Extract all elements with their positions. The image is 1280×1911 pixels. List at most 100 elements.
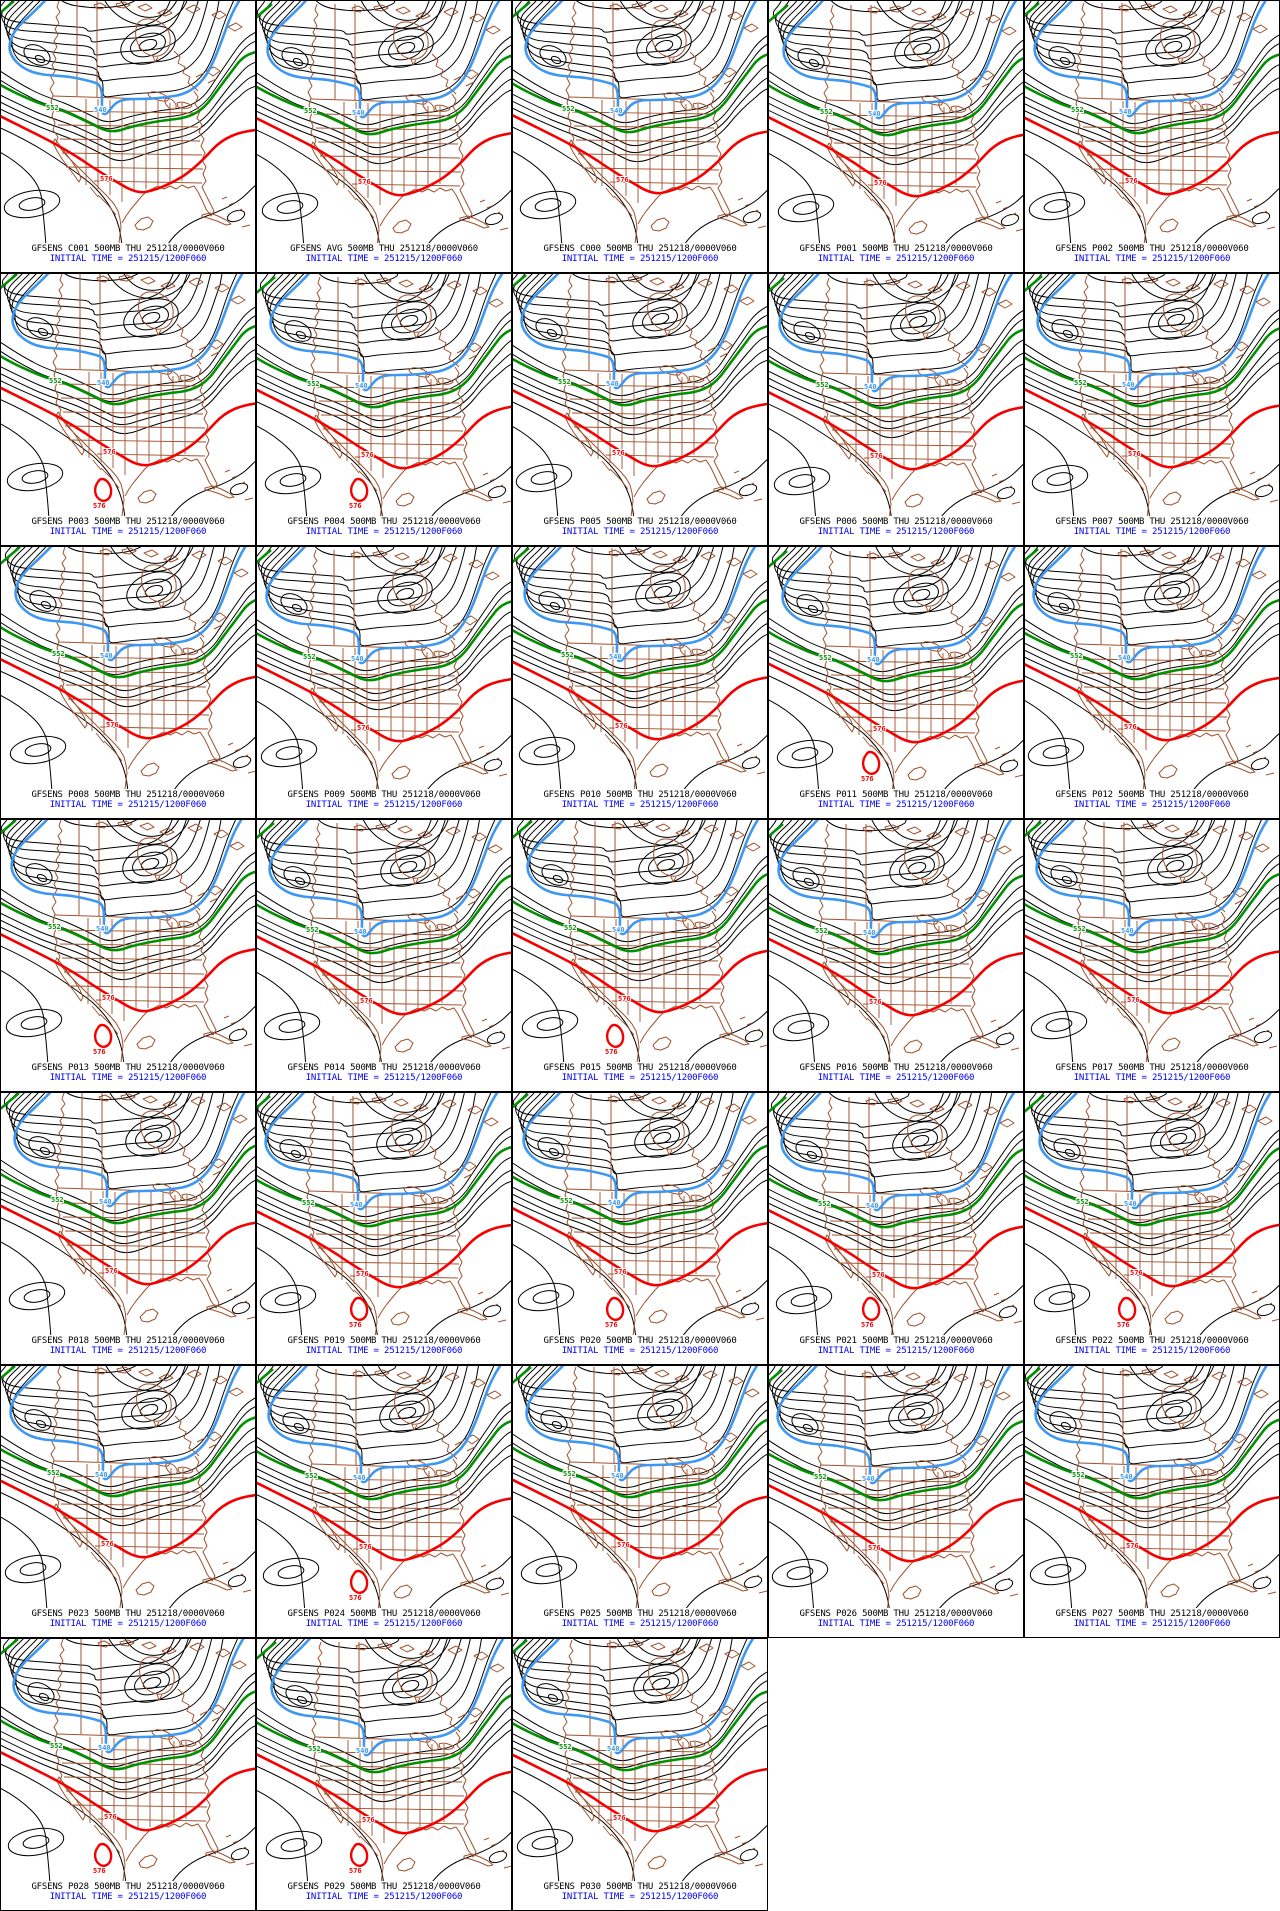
500mb-height-map [1, 1366, 255, 1608]
panel-caption: GFSENS P013 500MB THU 251218/0000V060 IN… [1, 1062, 255, 1091]
panel-title: GFSENS P008 500MB THU 251218/0000V060 [31, 790, 225, 800]
panel-caption: GFSENS P001 500MB THU 251218/0000V060 IN… [769, 243, 1023, 272]
500mb-height-map [1025, 1093, 1279, 1335]
panel-initial-time: INITIAL TIME = 251215/1200F060 [49, 1073, 207, 1083]
panel-title: GFSENS P030 500MB THU 251218/0000V060 [543, 1882, 737, 1892]
panel-title: GFSENS C001 500MB THU 251218/0000V060 [31, 244, 225, 254]
panel-caption: GFSENS P012 500MB THU 251218/0000V060 IN… [1025, 789, 1279, 818]
panel-title: GFSENS P018 500MB THU 251218/0000V060 [31, 1336, 225, 1346]
panel-title: GFSENS C000 500MB THU 251218/0000V060 [543, 244, 737, 254]
panel-initial-time: INITIAL TIME = 251215/1200F060 [561, 1073, 719, 1083]
panel-title: GFSENS P029 500MB THU 251218/0000V060 [287, 1882, 481, 1892]
panel-title: GFSENS P016 500MB THU 251218/0000V060 [799, 1063, 993, 1073]
panel-caption: GFSENS P024 500MB THU 251218/0000V060 IN… [257, 1608, 511, 1637]
panel-caption: GFSENS P019 500MB THU 251218/0000V060 IN… [257, 1335, 511, 1364]
panel-caption: GFSENS C000 500MB THU 251218/0000V060 IN… [513, 243, 767, 272]
panel-caption: GFSENS AVG 500MB THU 251218/0000V060 INI… [257, 243, 511, 272]
ensemble-panel-P005: GFSENS P005 500MB THU 251218/0000V060 IN… [512, 273, 768, 546]
ensemble-panel-AVG: GFSENS AVG 500MB THU 251218/0000V060 INI… [256, 0, 512, 273]
panel-initial-time: INITIAL TIME = 251215/1200F060 [1073, 800, 1231, 810]
panel-caption: GFSENS P018 500MB THU 251218/0000V060 IN… [1, 1335, 255, 1364]
panel-initial-time: INITIAL TIME = 251215/1200F060 [561, 527, 719, 537]
panel-title: GFSENS P002 500MB THU 251218/0000V060 [1055, 244, 1249, 254]
panel-initial-time: INITIAL TIME = 251215/1200F060 [1073, 1073, 1231, 1083]
panel-initial-time: INITIAL TIME = 251215/1200F060 [305, 1619, 463, 1629]
500mb-height-map [1, 547, 255, 789]
panel-title: GFSENS AVG 500MB THU 251218/0000V060 [290, 244, 478, 254]
panel-caption: GFSENS P006 500MB THU 251218/0000V060 IN… [769, 516, 1023, 545]
panel-title: GFSENS P022 500MB THU 251218/0000V060 [1055, 1336, 1249, 1346]
500mb-height-map [1025, 1, 1279, 243]
500mb-height-map [769, 820, 1023, 1062]
500mb-height-map [257, 547, 511, 789]
500mb-height-map [513, 274, 767, 516]
panel-title: GFSENS P023 500MB THU 251218/0000V060 [31, 1609, 225, 1619]
panel-caption: GFSENS P016 500MB THU 251218/0000V060 IN… [769, 1062, 1023, 1091]
500mb-height-map [513, 820, 767, 1062]
ensemble-panel-P027: GFSENS P027 500MB THU 251218/0000V060 IN… [1024, 1365, 1280, 1638]
panel-caption: GFSENS P017 500MB THU 251218/0000V060 IN… [1025, 1062, 1279, 1091]
panel-caption: GFSENS P025 500MB THU 251218/0000V060 IN… [513, 1608, 767, 1637]
ensemble-panel-P010: GFSENS P010 500MB THU 251218/0000V060 IN… [512, 546, 768, 819]
panel-title: GFSENS P017 500MB THU 251218/0000V060 [1055, 1063, 1249, 1073]
panel-initial-time: INITIAL TIME = 251215/1200F060 [561, 800, 719, 810]
panel-caption: GFSENS P008 500MB THU 251218/0000V060 IN… [1, 789, 255, 818]
panel-initial-time: INITIAL TIME = 251215/1200F060 [1073, 254, 1231, 264]
ensemble-panel-P023: GFSENS P023 500MB THU 251218/0000V060 IN… [0, 1365, 256, 1638]
500mb-height-map [1, 1093, 255, 1335]
ensemble-panel-P026: GFSENS P026 500MB THU 251218/0000V060 IN… [768, 1365, 1024, 1638]
ensemble-panel-P004: GFSENS P004 500MB THU 251218/0000V060 IN… [256, 273, 512, 546]
panel-initial-time: INITIAL TIME = 251215/1200F060 [1073, 1346, 1231, 1356]
ensemble-panel-P016: GFSENS P016 500MB THU 251218/0000V060 IN… [768, 819, 1024, 1092]
ensemble-panel-P007: GFSENS P007 500MB THU 251218/0000V060 IN… [1024, 273, 1280, 546]
panel-title: GFSENS P004 500MB THU 251218/0000V060 [287, 517, 481, 527]
panel-caption: GFSENS P022 500MB THU 251218/0000V060 IN… [1025, 1335, 1279, 1364]
ensemble-panel-P008: GFSENS P008 500MB THU 251218/0000V060 IN… [0, 546, 256, 819]
panel-title: GFSENS P010 500MB THU 251218/0000V060 [543, 790, 737, 800]
ensemble-panel-C000: GFSENS C000 500MB THU 251218/0000V060 IN… [512, 0, 768, 273]
ensemble-panel-P009: GFSENS P009 500MB THU 251218/0000V060 IN… [256, 546, 512, 819]
panel-title: GFSENS P003 500MB THU 251218/0000V060 [31, 517, 225, 527]
500mb-height-map [257, 1639, 511, 1881]
panel-initial-time: INITIAL TIME = 251215/1200F060 [1073, 527, 1231, 537]
panel-title: GFSENS P026 500MB THU 251218/0000V060 [799, 1609, 993, 1619]
panel-initial-time: INITIAL TIME = 251215/1200F060 [305, 1892, 463, 1902]
500mb-height-map [769, 274, 1023, 516]
500mb-height-map [513, 1639, 767, 1881]
ensemble-panel-P017: GFSENS P017 500MB THU 251218/0000V060 IN… [1024, 819, 1280, 1092]
500mb-height-map [257, 1, 511, 243]
panel-title: GFSENS P025 500MB THU 251218/0000V060 [543, 1609, 737, 1619]
panel-initial-time: INITIAL TIME = 251215/1200F060 [305, 1073, 463, 1083]
panel-title: GFSENS P013 500MB THU 251218/0000V060 [31, 1063, 225, 1073]
panel-caption: GFSENS P026 500MB THU 251218/0000V060 IN… [769, 1608, 1023, 1637]
panel-title: GFSENS P019 500MB THU 251218/0000V060 [287, 1336, 481, 1346]
panel-initial-time: INITIAL TIME = 251215/1200F060 [1073, 1619, 1231, 1629]
ensemble-panel-P012: GFSENS P012 500MB THU 251218/0000V060 IN… [1024, 546, 1280, 819]
500mb-height-map [1025, 820, 1279, 1062]
panel-caption: GFSENS P021 500MB THU 251218/0000V060 IN… [769, 1335, 1023, 1364]
panel-title: GFSENS P027 500MB THU 251218/0000V060 [1055, 1609, 1249, 1619]
panel-caption: GFSENS P029 500MB THU 251218/0000V060 IN… [257, 1881, 511, 1910]
panel-initial-time: INITIAL TIME = 251215/1200F060 [49, 254, 207, 264]
panel-caption: GFSENS C001 500MB THU 251218/0000V060 IN… [1, 243, 255, 272]
500mb-height-map [769, 1093, 1023, 1335]
panel-initial-time: INITIAL TIME = 251215/1200F060 [305, 254, 463, 264]
panel-initial-time: INITIAL TIME = 251215/1200F060 [561, 1892, 719, 1902]
500mb-height-map [257, 274, 511, 516]
panel-title: GFSENS P005 500MB THU 251218/0000V060 [543, 517, 737, 527]
panel-initial-time: INITIAL TIME = 251215/1200F060 [817, 1346, 975, 1356]
500mb-height-map [257, 820, 511, 1062]
ensemble-panel-P003: GFSENS P003 500MB THU 251218/0000V060 IN… [0, 273, 256, 546]
500mb-height-map [1025, 1366, 1279, 1608]
panel-initial-time: INITIAL TIME = 251215/1200F060 [561, 1619, 719, 1629]
panel-title: GFSENS P011 500MB THU 251218/0000V060 [799, 790, 993, 800]
ensemble-panel-P006: GFSENS P006 500MB THU 251218/0000V060 IN… [768, 273, 1024, 546]
panel-title: GFSENS P007 500MB THU 251218/0000V060 [1055, 517, 1249, 527]
panel-title: GFSENS P028 500MB THU 251218/0000V060 [31, 1882, 225, 1892]
ensemble-panel-P024: GFSENS P024 500MB THU 251218/0000V060 IN… [256, 1365, 512, 1638]
ensemble-panel-P019: GFSENS P019 500MB THU 251218/0000V060 IN… [256, 1092, 512, 1365]
panel-title: GFSENS P006 500MB THU 251218/0000V060 [799, 517, 993, 527]
500mb-height-map [257, 1093, 511, 1335]
